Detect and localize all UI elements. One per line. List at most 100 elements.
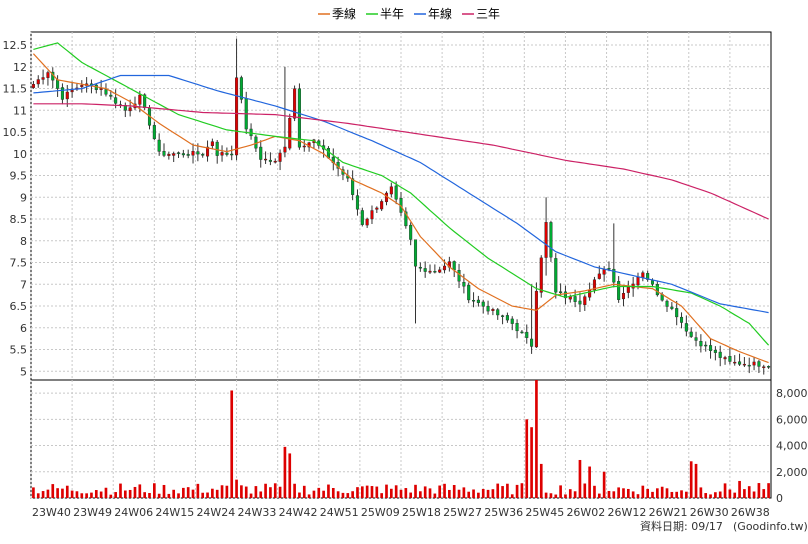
volume-bar: [269, 487, 272, 498]
volume-bar: [375, 486, 379, 498]
volume-bar: [496, 483, 500, 498]
volume-bar: [341, 492, 345, 498]
x-tick-label: 25W45: [525, 506, 564, 519]
volume-bar: [143, 492, 146, 498]
volume-bar: [128, 489, 132, 498]
candle-body: [230, 153, 234, 156]
volume-bar: [75, 491, 79, 498]
candle-body: [650, 280, 655, 285]
legend-label: 三年: [476, 7, 500, 21]
volume-bar: [90, 492, 93, 498]
volume-bar: [298, 492, 301, 498]
candle-body: [713, 349, 717, 353]
volume-bar: [409, 492, 413, 498]
volume-bar: [94, 490, 98, 498]
candle-body: [41, 77, 45, 80]
volume-bar: [564, 494, 567, 498]
volume-bar: [583, 483, 587, 498]
volume-bar: [51, 484, 55, 498]
ma-line-年線: [33, 74, 769, 314]
volume-tick-label: 6,000: [776, 413, 808, 426]
volume-bar: [573, 491, 577, 498]
volume-bar: [56, 488, 59, 498]
volume-bar: [520, 483, 524, 498]
candle-body: [191, 151, 195, 156]
candle-body: [138, 94, 142, 105]
candle-body: [36, 79, 40, 85]
candle-body: [728, 356, 732, 362]
candle-body: [636, 277, 640, 286]
volume-bar: [114, 492, 117, 498]
volume-bar: [660, 486, 664, 498]
candle-body: [738, 361, 742, 365]
candle-body: [176, 152, 181, 154]
volume-bar: [665, 488, 669, 498]
candle-body: [418, 266, 422, 269]
x-tick-label: 26W12: [608, 506, 647, 519]
candle-body: [288, 118, 292, 149]
candle-body: [612, 268, 616, 283]
volume-tick-label: 2,000: [776, 466, 808, 479]
candle-body: [491, 309, 495, 311]
candle-body: [99, 88, 103, 90]
candle-body: [46, 72, 50, 78]
x-tick-label: 25W18: [402, 506, 441, 519]
candle-body: [215, 141, 219, 156]
volume-bar: [525, 419, 529, 498]
ma-line-半年: [33, 42, 770, 346]
candle-body: [767, 366, 771, 368]
candle-body: [181, 153, 185, 156]
volume-bar: [259, 491, 263, 498]
price-tick-label: 10: [13, 148, 27, 161]
volume-bar: [641, 485, 645, 498]
volume-bar: [157, 493, 161, 498]
candle-body: [617, 281, 621, 300]
x-tick-label: 23W49: [73, 506, 112, 519]
volume-bar: [636, 494, 640, 498]
volume-bar: [244, 486, 248, 498]
data-source: (Goodinfo.tw): [733, 520, 808, 533]
x-tick-label: 24W15: [155, 506, 194, 519]
price-tick-label: 8: [20, 235, 27, 248]
x-tick-label: 26W02: [566, 506, 605, 519]
volume-tick-label: 8,000: [776, 387, 808, 400]
candle-body: [534, 290, 538, 348]
candle-body: [157, 139, 161, 152]
candle-body: [128, 107, 132, 112]
candle-body: [273, 160, 277, 163]
volume-bar: [385, 484, 388, 498]
candle-body: [665, 300, 669, 307]
volume-bar: [723, 483, 727, 498]
candle-body: [583, 296, 587, 306]
x-axis: 23W40 23W49 24W06 24W15 24W24 24W33 24W42 24W51…: [32, 506, 770, 519]
price-tick-label: 10.5: [3, 126, 28, 139]
candle-body: [60, 87, 64, 100]
candle-body: [496, 309, 500, 316]
candle-body: [423, 268, 427, 272]
price-tick-label: 9.5: [10, 170, 28, 183]
price-tick-label: 5.5: [10, 344, 28, 357]
volume-bar: [670, 491, 674, 498]
volume-bar: [41, 491, 45, 498]
price-tick-label: 11.5: [3, 83, 28, 96]
candle-body: [747, 364, 751, 367]
volume-bar: [486, 489, 490, 498]
volume-bar: [535, 380, 538, 498]
volume-bar: [235, 479, 238, 498]
candle-body: [733, 361, 737, 364]
candle-body: [757, 361, 761, 367]
volume-bar: [646, 488, 649, 498]
volume-bar: [264, 483, 267, 498]
x-tick-label: 24W42: [279, 506, 318, 519]
volume-bar: [104, 487, 108, 498]
volume-bar: [206, 492, 209, 498]
candle-body: [225, 152, 229, 155]
volume-bar: [694, 463, 698, 498]
volume-bar: [65, 485, 69, 498]
volume-bar: [457, 489, 461, 498]
volume-bar: [211, 488, 214, 498]
candle-body: [554, 258, 558, 293]
candle-body: [186, 154, 190, 156]
volume-bars: [32, 380, 770, 498]
volume-bar: [186, 487, 190, 498]
